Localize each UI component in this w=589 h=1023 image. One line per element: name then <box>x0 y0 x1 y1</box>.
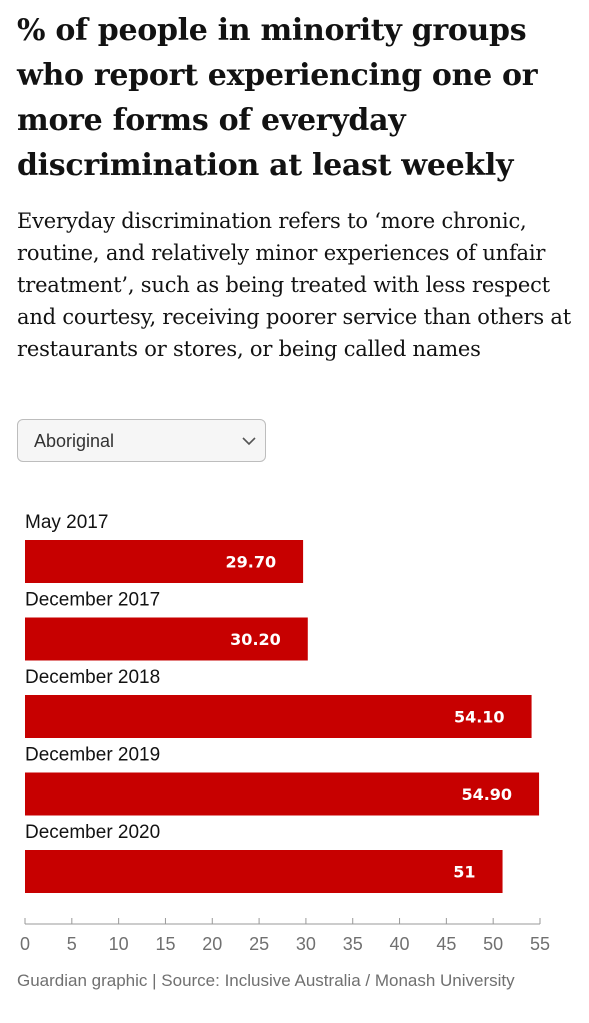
bar-value-label: 54.90 <box>461 785 512 804</box>
bar-value-label: 54.10 <box>454 708 505 727</box>
x-tick-label: 35 <box>343 934 363 954</box>
category-label: December 2018 <box>25 667 160 688</box>
category-label: December 2019 <box>25 745 160 766</box>
x-tick-label: 45 <box>436 934 456 954</box>
x-tick-label: 0 <box>20 934 30 954</box>
group-select[interactable]: Aboriginal <box>17 419 266 462</box>
x-tick-label: 5 <box>67 934 77 954</box>
category-label: December 2017 <box>25 590 160 611</box>
group-select-value: Aboriginal <box>34 431 115 451</box>
bar <box>25 850 503 893</box>
x-tick-label: 25 <box>249 934 269 954</box>
chart-title: % of people in minority groups who repor… <box>17 13 538 183</box>
category-label: May 2017 <box>25 512 108 533</box>
x-tick-label: 20 <box>202 934 222 954</box>
x-tick-label: 15 <box>155 934 175 954</box>
category-label: December 2020 <box>25 822 160 843</box>
x-tick-label: 50 <box>483 934 503 954</box>
bar-value-label: 29.70 <box>225 553 276 572</box>
bar-value-label: 51 <box>453 863 475 882</box>
x-tick-label: 30 <box>296 934 316 954</box>
bar-chart: May 2017 29.70 December 2017 30.20 December … <box>20 512 550 954</box>
chevron-down-icon <box>242 437 256 446</box>
bar <box>25 772 540 816</box>
bar <box>25 540 304 583</box>
bar <box>25 695 532 738</box>
x-tick-label: 55 <box>530 934 550 954</box>
x-tick-label: 40 <box>390 934 410 954</box>
chart-subtitle: Everyday discrimination refers to ‘more … <box>17 209 571 361</box>
bar-value-label: 30.20 <box>230 630 281 649</box>
x-tick-label: 10 <box>109 934 129 954</box>
source-note: Guardian graphic | Source: Inclusive Aus… <box>17 971 515 990</box>
bar <box>25 617 308 661</box>
